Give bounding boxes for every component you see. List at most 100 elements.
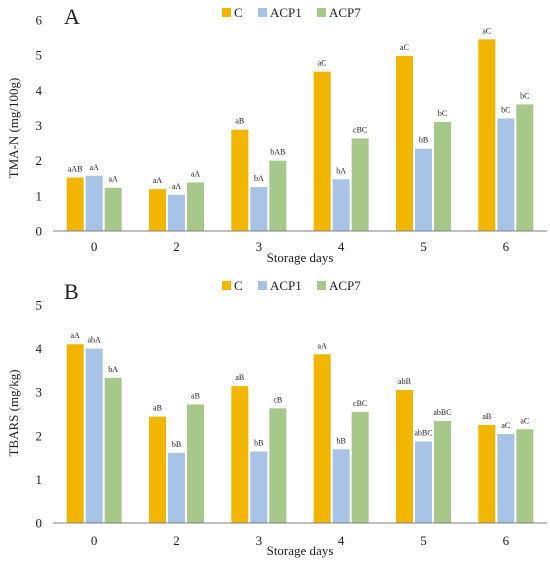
panel-a-significance-label: bC [520, 91, 529, 100]
panel-a-y-axis: 0 1 2 3 4 5 6 [36, 13, 43, 239]
panel-b-x-axis-label: Storage days [267, 543, 334, 558]
panel-a-significance-label: aA [90, 163, 100, 172]
panel-a-bar-acp1-day-0 [85, 175, 103, 231]
panel-a-bar-acp1-day-4 [332, 179, 350, 231]
panel-b-bar-c-day-6 [478, 424, 496, 523]
panel-b-bar-c-day-4 [313, 354, 331, 523]
legend-swatch-c [222, 281, 231, 290]
panel-a-bar-c-day-0 [66, 177, 84, 231]
panel-b-bar-c-day-0 [66, 344, 84, 523]
panel-b-chart: B C ACP1 ACP7 0 1 2 3 4 5 aA abA bA aB bB aB aB bB cB… [6, 278, 547, 558]
panel-b-x-ticks: 0 2 3 4 5 6 [91, 533, 510, 548]
panel-b-bar-acp7-day-3 [269, 408, 287, 523]
panel-a-significance-label: aC [400, 43, 409, 52]
panel-b-bar-acp1-day-2 [168, 452, 185, 523]
panel-a-letter: A [64, 4, 80, 29]
panel-a-significance-label: bC [501, 105, 510, 114]
legend-swatch-c [222, 8, 231, 17]
panel-a-significance-label: aA [109, 175, 119, 184]
legend-label-acp1: ACP1 [270, 5, 302, 20]
panel-a-bar-acp7-day-3 [269, 160, 287, 231]
panel-b-y-tick-label: 2 [36, 428, 43, 443]
panel-a-y-tick-label: 4 [36, 83, 43, 98]
panel-b-significance-label: aB [191, 391, 200, 400]
panel-b-x-tick-label: 6 [503, 533, 510, 548]
panel-a-significance-label: bAB [270, 148, 285, 157]
panel-b-y-tick-label: 4 [36, 341, 43, 356]
panel-b-significance-label: bB [172, 440, 181, 449]
panel-a-bar-c-day-2 [149, 189, 166, 231]
panel-a-bar-acp1-day-6 [497, 118, 515, 231]
panel-a-bar-acp7-day-2 [187, 182, 204, 231]
panel-a-y-tick-label: 0 [36, 224, 43, 239]
panel-a-x-tick-label: 2 [173, 239, 180, 254]
legend-swatch-acp7 [317, 8, 326, 17]
panel-a-significance-label: bB [419, 136, 428, 145]
panel-b-significance-label: cB [273, 395, 282, 404]
panel-a-bars [66, 39, 534, 232]
panel-b-x-tick-label: 2 [173, 533, 180, 548]
panel-a-significance-label: aA [191, 169, 201, 178]
panel-a-bar-acp1-day-2 [168, 194, 185, 231]
panel-a-y-tick-label: 1 [36, 188, 43, 203]
panel-b-bar-acp7-day-6 [516, 429, 534, 523]
panel-a-significance-labels: aAB aA aA aA aA aA aB bA bAB aC bA cBC aC bB bC aC bC bC [68, 26, 530, 190]
panel-a-y-tick-label: 3 [36, 118, 43, 133]
panel-a-significance-label: aAB [68, 165, 83, 174]
panel-b-significance-label: aB [235, 373, 244, 382]
panel-b-significance-label: aC [520, 416, 529, 425]
panel-b-bar-acp7-day-2 [187, 404, 204, 523]
panel-b-y-tick-label: 0 [36, 516, 43, 531]
panel-a-x-tick-label: 3 [256, 239, 263, 254]
panel-b-bar-c-day-5 [396, 390, 413, 523]
panel-a-bar-acp1-day-3 [250, 187, 268, 231]
panel-b-bar-acp7-day-0 [104, 377, 122, 523]
panel-a-legend: C ACP1 ACP7 [222, 5, 361, 20]
panel-a-significance-label: aC [482, 26, 491, 35]
panel-b-significance-labels: aA abA bA aB bB aB aB bB cB aA bB cBC abB abBC abBC aB a… [71, 331, 530, 449]
panel-a-bar-c-day-3 [231, 129, 249, 231]
panel-a-bar-c-day-4 [313, 71, 331, 231]
panel-a-y-tick-label: 6 [36, 13, 43, 28]
panel-b-legend: C ACP1 ACP7 [222, 278, 361, 293]
panel-a-significance-label: bA [336, 166, 346, 175]
panel-b-significance-label: cBC [353, 399, 367, 408]
panel-a-bar-acp7-day-6 [516, 104, 534, 231]
panel-a-significance-label: aB [235, 117, 244, 126]
panel-b-bar-c-day-3 [231, 386, 249, 523]
panel-b-bar-acp1-day-3 [250, 451, 268, 523]
panel-b-x-tick-label: 0 [91, 533, 98, 548]
panel-b-significance-label: bA [108, 365, 118, 374]
legend-swatch-acp1 [258, 281, 267, 290]
panel-b-y-tick-label: 1 [36, 472, 43, 487]
panel-a-chart: A C ACP1 ACP7 0 1 2 3 4 5 6 aAB aA aA aA aA aA aB bA b… [6, 4, 547, 265]
panel-b-significance-label: aB [153, 404, 162, 413]
panel-b-x-tick-label: 5 [420, 533, 427, 548]
panel-a-bar-c-day-5 [396, 55, 413, 232]
panel-a-y-tick-label: 2 [36, 153, 43, 168]
panel-a-x-axis-label: Storage days [267, 250, 334, 265]
legend-swatch-acp1 [258, 8, 267, 17]
panel-a-bar-acp7-day-5 [434, 121, 451, 231]
panel-a-significance-label: aC [318, 59, 327, 68]
panel-b-y-axis-label: TBARS (mg/kg) [6, 369, 21, 456]
panel-a-bar-acp1-day-5 [415, 148, 432, 231]
panel-a-x-tick-label: 4 [338, 239, 345, 254]
panel-a-significance-label: aA [153, 176, 163, 185]
legend-swatch-acp7 [317, 281, 326, 290]
panel-a-y-tick-label: 5 [36, 48, 43, 63]
panel-b-significance-label: aB [482, 412, 491, 421]
panel-a-y-axis-label: TMA-N (mg/100g) [6, 78, 21, 179]
legend-label-acp1: ACP1 [270, 278, 302, 293]
legend-label-acp7: ACP7 [329, 278, 361, 293]
panel-a-x-tick-label: 5 [420, 239, 427, 254]
legend-label-acp7: ACP7 [329, 5, 361, 20]
panel-a-bar-acp7-day-4 [351, 138, 369, 231]
panel-b-letter: B [64, 279, 79, 304]
panel-b-y-tick-label: 3 [36, 385, 43, 400]
panel-b-significance-label: abBC [433, 408, 451, 417]
panel-b-significance-label: bB [254, 438, 263, 447]
panel-b-significance-label: aA [71, 331, 81, 340]
panel-b-bars [66, 344, 534, 523]
